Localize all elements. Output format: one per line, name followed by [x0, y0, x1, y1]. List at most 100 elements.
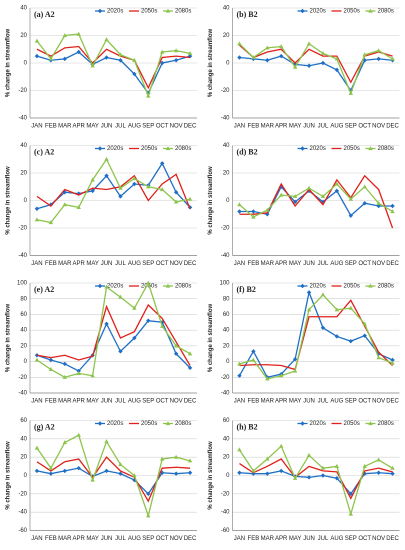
x-tick-label: SEP — [345, 536, 357, 542]
marker — [76, 204, 81, 209]
x-tick-label: FEB — [45, 261, 57, 267]
marker — [334, 307, 340, 312]
legend-label: 2020s — [107, 421, 123, 427]
marker — [306, 307, 312, 312]
series-line — [36, 320, 191, 372]
marker — [292, 475, 298, 480]
x-tick-label: JUN — [303, 261, 315, 267]
y-tick-label: 0 — [226, 473, 230, 479]
marker — [292, 368, 298, 373]
y-axis-label: % change in streamflow — [208, 441, 214, 510]
y-tick-label: 20 — [20, 171, 27, 177]
y-tick-label: -20 — [18, 375, 27, 381]
y-axis-label: % change in streamflow — [6, 441, 12, 510]
marker — [348, 305, 353, 310]
x-tick-label: AUG — [330, 536, 343, 542]
x-tick-label: MAY — [86, 261, 99, 267]
legend-label: 2020s — [107, 284, 123, 290]
x-tick-label: JAN — [234, 124, 245, 130]
x-tick-label: SEP — [142, 124, 154, 130]
marker — [173, 190, 179, 195]
marker — [146, 184, 151, 189]
marker — [146, 513, 151, 518]
marker — [104, 468, 109, 474]
marker — [90, 477, 95, 482]
series-line — [239, 44, 393, 84]
x-tick-label: FEB — [248, 124, 260, 130]
x-tick-label: JAN — [234, 399, 245, 405]
x-tick-label: FEB — [248, 536, 260, 542]
marker — [334, 56, 340, 61]
series-line — [36, 45, 191, 90]
marker — [132, 176, 137, 181]
x-tick-label: APR — [275, 124, 288, 130]
x-tick-label: SEP — [345, 399, 357, 405]
marker — [132, 71, 137, 77]
marker — [104, 173, 109, 178]
x-tick-label: MAR — [261, 536, 275, 542]
x-tick-label: SEP — [345, 124, 357, 130]
marker — [390, 471, 395, 476]
y-tick-label: 60 — [20, 312, 27, 318]
legend-label: 2020s — [310, 284, 326, 290]
x-tick-label: DEC — [184, 124, 197, 130]
marker — [34, 357, 40, 362]
marker — [334, 67, 340, 73]
x-tick-label: JUL — [115, 536, 126, 542]
series-line — [36, 467, 191, 495]
marker — [292, 64, 298, 69]
series-line — [239, 185, 393, 217]
x-tick-label: JUN — [303, 399, 315, 405]
marker — [251, 349, 256, 354]
y-tick-label: 0 — [24, 359, 28, 365]
marker — [292, 193, 298, 198]
marker — [34, 38, 40, 43]
marker — [118, 185, 123, 190]
marker — [300, 283, 305, 289]
x-tick-label: JAN — [234, 261, 245, 267]
marker — [390, 209, 395, 214]
series-line — [239, 55, 393, 92]
x-tick-label: FEB — [248, 399, 260, 405]
marker — [165, 421, 171, 426]
series-line — [36, 456, 191, 503]
marker — [173, 48, 179, 53]
x-tick-label: APR — [275, 399, 288, 405]
marker — [306, 475, 312, 480]
marker — [237, 202, 242, 207]
marker — [368, 421, 373, 426]
y-tick-label: 0 — [226, 61, 230, 67]
marker — [348, 511, 353, 516]
marker — [97, 421, 103, 426]
marker — [376, 203, 381, 209]
y-tick-label: 20 — [20, 455, 27, 461]
marker — [265, 58, 270, 63]
legend-label: 2080s — [175, 421, 191, 427]
y-tick-label: 20 — [20, 33, 27, 39]
marker — [265, 471, 270, 476]
marker — [306, 452, 312, 457]
marker — [76, 31, 81, 36]
x-tick-label: JAN — [31, 399, 42, 405]
marker — [62, 440, 67, 445]
marker — [320, 465, 326, 470]
marker — [306, 290, 312, 295]
marker — [348, 90, 353, 95]
marker — [34, 53, 40, 59]
y-tick-label: -40 — [221, 391, 230, 397]
legend-label: 2020s — [310, 9, 326, 15]
marker — [237, 41, 242, 46]
x-tick-label: JUN — [101, 124, 113, 130]
panel: -60 -40 -20 0 20 40 60 % change in streamflow JA… — [6, 418, 197, 542]
marker — [187, 470, 193, 475]
x-tick-label: NOV — [372, 399, 385, 405]
x-tick-label: AUG — [128, 124, 141, 130]
y-tick-label: 20 — [223, 33, 230, 39]
y-tick-label: 0 — [226, 359, 230, 365]
x-tick-label: MAR — [58, 261, 72, 267]
x-tick-label: SEP — [142, 399, 154, 405]
x-tick-label: APR — [275, 536, 288, 542]
marker — [104, 284, 109, 289]
marker — [160, 49, 165, 54]
